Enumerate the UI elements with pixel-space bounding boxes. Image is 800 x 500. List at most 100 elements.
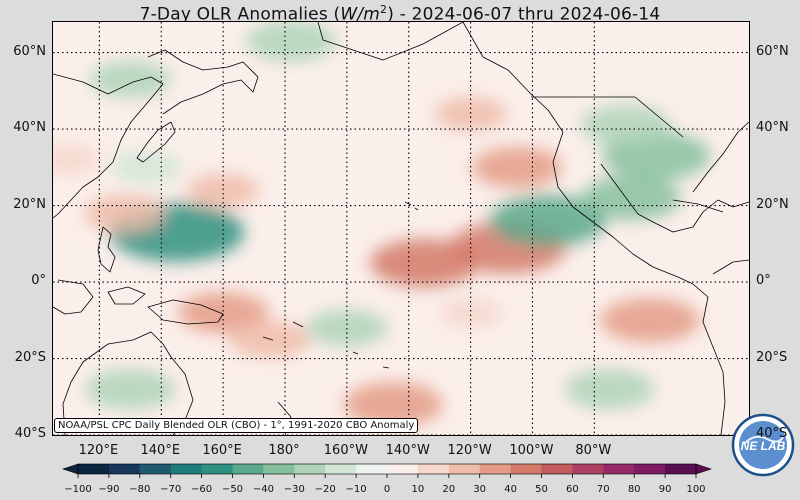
- colorbar-segment: [325, 464, 357, 474]
- colorbar-segment: [479, 464, 512, 474]
- coastline-mexico-gulf: [600, 163, 749, 233]
- colorbar-segment: [510, 464, 542, 474]
- coastline-alaska: [317, 22, 564, 133]
- title-suffix: ) - 2024-06-07 thru 2024-06-14: [387, 4, 661, 25]
- anomaly-region: [246, 22, 337, 62]
- colorbar-tick-label: −90: [98, 484, 120, 495]
- colorbar-tick-label: 80: [627, 484, 641, 495]
- logo-globe: [739, 421, 787, 469]
- colorbar-segment: [572, 464, 604, 474]
- latitude-label-right: 20°S: [756, 349, 788, 365]
- colorbar-max-extend: [695, 463, 712, 475]
- anomaly-region: [306, 309, 388, 347]
- title-unit-exponent: 2: [380, 3, 388, 16]
- colorbar-segment: [108, 464, 141, 474]
- colorbar-segment: [170, 464, 203, 474]
- latitude-label-right: 40°N: [756, 120, 789, 136]
- coastline-pacific-islands: [262, 321, 390, 369]
- latitude-label-left: 40°S: [14, 426, 46, 441]
- latitude-label-right: 20°N: [756, 196, 789, 212]
- colorbar-segment: [448, 464, 481, 474]
- coastline-cuba: [672, 199, 724, 213]
- latitude-label-right: 60°N: [756, 43, 789, 59]
- anomaly-region: [229, 320, 311, 359]
- anomaly-region: [343, 382, 443, 427]
- coastline-japan: [136, 121, 176, 163]
- anomaly-region: [580, 104, 671, 146]
- anomaly-region: [581, 175, 681, 221]
- latitude-label-right: 0°: [756, 273, 771, 289]
- colorbar-tick-label: 60: [566, 484, 579, 495]
- data-source-credit: NOAA/PSL CPC Daily Blended OLR (CBO) - 1…: [54, 418, 419, 433]
- anomaly-region: [600, 298, 700, 343]
- logo-text: NE LAB: [741, 439, 786, 453]
- colorbar-segment: [139, 464, 172, 474]
- colorbar-tick-label: −30: [283, 484, 305, 495]
- colorbar-tick-label: 0: [383, 484, 391, 495]
- longitude-label: 80°W: [575, 443, 612, 458]
- coastline-east-asia: [53, 73, 164, 219]
- colorbar-segment: [387, 464, 419, 474]
- colorbar-segment: [232, 464, 264, 474]
- colorbar-segment: [78, 464, 110, 474]
- colorbar-segment: [294, 464, 326, 474]
- colorbar-min-extend: [62, 463, 79, 475]
- latitude-label-left: 0°: [31, 273, 46, 289]
- colorbar-segment: [541, 464, 573, 474]
- anomaly-region: [85, 368, 176, 410]
- colorbar-tick-label: −10: [345, 484, 367, 495]
- coastline-philippines: [97, 226, 116, 273]
- colorbar-tick-label: 50: [535, 484, 548, 495]
- colorbar-segment: [417, 464, 450, 474]
- coastline-canada-border: [531, 96, 684, 138]
- colorbar-tick-label: −100: [64, 484, 92, 495]
- coastline-hawaii: [404, 201, 419, 211]
- longitude-label: 180°: [268, 443, 300, 458]
- latitude-label-left: 20°N: [13, 196, 46, 212]
- colorbar-tick-label: −80: [129, 484, 151, 495]
- colorbar-tick-label: 90: [658, 484, 672, 495]
- anomaly-region: [83, 194, 165, 232]
- colorbar-tick-label: 70: [596, 484, 610, 495]
- colorbar-segment: [263, 464, 295, 474]
- longitude-label: 100°W: [509, 443, 554, 458]
- longitude-label: 120°E: [78, 443, 119, 458]
- colorbar-tick-label: −20: [314, 484, 336, 495]
- anomaly-region: [370, 238, 479, 287]
- logo-swoosh: [744, 435, 784, 444]
- longitude-label: 140°W: [385, 443, 430, 458]
- colorbar-tick-label: −70: [160, 484, 182, 495]
- anomaly-region: [472, 146, 562, 188]
- anomaly-region: [109, 150, 182, 185]
- title-prefix: 7-Day OLR Anomalies (: [139, 4, 341, 25]
- coastline-maritime-continent: [53, 279, 224, 325]
- anomaly-region: [434, 96, 507, 131]
- anomaly-map: [52, 21, 750, 436]
- title-unit: W/m: [340, 4, 381, 25]
- longitude-label: 160°W: [323, 443, 368, 458]
- colorbar-segment: [665, 464, 697, 474]
- anomaly-region: [53, 144, 100, 175]
- colorbar-tick-label: −60: [191, 484, 213, 495]
- colorbar-tick-label: 20: [442, 484, 456, 495]
- colorbar-tick-label: −50: [221, 484, 244, 495]
- colorbar-segment: [634, 464, 666, 474]
- latitude-label-left: 40°N: [13, 120, 46, 136]
- anomaly-region: [187, 173, 260, 208]
- coastline-south-america-north: [712, 259, 749, 275]
- colorbar-segment: [603, 464, 635, 474]
- longitude-label: 160°E: [202, 443, 242, 458]
- coastline-west-north-america: [552, 131, 694, 285]
- latitude-label-right: 40°S: [756, 426, 788, 441]
- longitude-label: 140°E: [140, 443, 181, 458]
- colorbar-segment: [201, 464, 233, 474]
- colorbar-tick-label: 100: [686, 484, 706, 495]
- colorbar-tick-label: 30: [473, 484, 487, 495]
- noaa-psl-logo: NE LAB: [731, 413, 795, 477]
- anomaly-region: [89, 60, 171, 99]
- colorbar-tick-label: 10: [411, 484, 425, 495]
- latitude-label-left: 60°N: [13, 43, 46, 59]
- colorbar-tick-label: 40: [504, 484, 517, 495]
- anomaly-region: [489, 195, 607, 247]
- colorbar: [62, 463, 712, 478]
